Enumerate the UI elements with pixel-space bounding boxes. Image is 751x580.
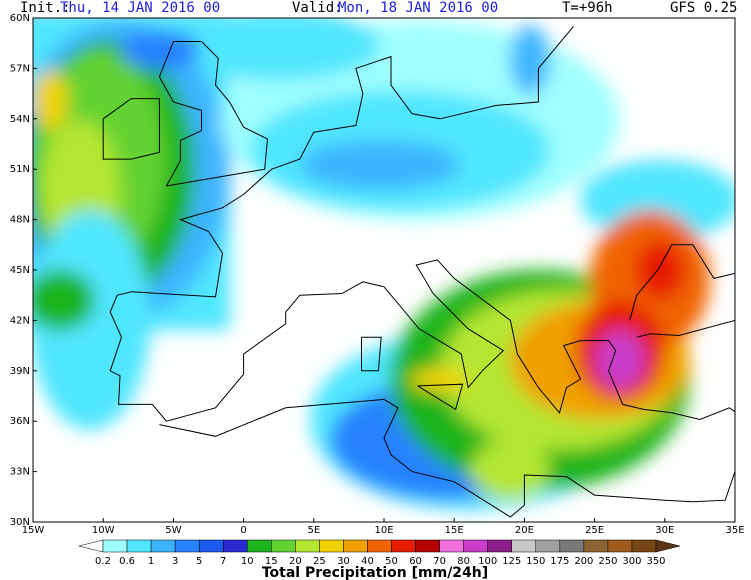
colorbar-label: 50: [385, 556, 398, 567]
colorbar-label: 7: [220, 556, 226, 567]
colorbar-box: [487, 539, 512, 553]
lat-label: 57N: [10, 63, 30, 74]
lat-label: 45N: [10, 265, 30, 276]
lon-label: 30E: [655, 525, 674, 536]
lon-label: 10W: [92, 525, 115, 536]
coastline: [102, 98, 160, 160]
lat-label: 54N: [10, 114, 30, 125]
coastline: [117, 26, 574, 298]
colorbar-label: 125: [502, 556, 521, 567]
colorbar-label: 25: [313, 556, 326, 567]
colorbar-label: 0.2: [95, 556, 111, 567]
colorbar-box: [150, 539, 176, 553]
colorbar-label: 250: [598, 556, 617, 567]
coastlines: [102, 26, 735, 518]
colorbar-label: 70: [433, 556, 446, 567]
colorbar-box: [559, 539, 585, 553]
colorbar-label: 60: [409, 556, 422, 567]
colorbar-box: [607, 539, 633, 553]
lon-label: 15W: [22, 525, 45, 536]
lon-label: 0: [240, 525, 246, 536]
lon-label: 15E: [445, 525, 464, 536]
field: [33, 18, 735, 522]
colorbar-box: [198, 539, 224, 553]
lat-label: 51N: [10, 164, 30, 175]
colorbar: 0.2 0.6 1 3 5 7 10 15 20 25 30 40 50 60 70 80 100 125 150 1…: [78, 539, 681, 567]
init-time: Thu, 14 JAN 2016 00: [60, 0, 220, 16]
lat-label: 36N: [10, 416, 30, 427]
colorbar-box: [247, 539, 272, 553]
colorbar-box: [631, 539, 657, 553]
colorbar-title: Total Precipitation [mm/24h]: [262, 565, 488, 580]
colorbar-label: 40: [361, 556, 374, 567]
lon-label: 5W: [165, 525, 181, 536]
coastline: [158, 41, 269, 187]
colorbar-label: 200: [574, 556, 593, 567]
colorbar-label: 80: [457, 556, 470, 567]
lat-label: 42N: [10, 315, 30, 326]
colorbar-box: [126, 539, 152, 553]
colorbar-box: [271, 539, 296, 553]
lat-label: 30N: [10, 517, 30, 528]
colorbar-box: [343, 539, 368, 553]
coastline: [636, 319, 735, 338]
colorbar-arrow: [78, 539, 104, 553]
colorbar-arrow: [655, 539, 681, 553]
colorbar-label: 15: [265, 556, 278, 567]
lat-label: 39N: [10, 366, 30, 377]
colorbar-box: [174, 539, 200, 553]
colorbar-box: [367, 539, 392, 553]
colorbar-label: 30: [337, 556, 350, 567]
model-name: GFS 0.25: [670, 0, 737, 16]
colorbar-label: 5: [196, 556, 202, 567]
colorbar-label: 3: [172, 556, 178, 567]
valid-label: Valid:: [292, 0, 343, 16]
coastline: [417, 383, 464, 411]
coastline: [361, 336, 382, 372]
colorbar-label: 10: [241, 556, 254, 567]
colorbar-label: 300: [622, 556, 641, 567]
lat-label: 48N: [10, 215, 30, 226]
colorbar-box: [295, 539, 320, 553]
colorbar-box: [391, 539, 416, 553]
lat-label: 60N: [10, 13, 30, 24]
colorbar-label: 1: [148, 556, 154, 567]
colorbar-label: 350: [646, 556, 665, 567]
colorbar-box: [439, 539, 464, 553]
lon-label: 25E: [585, 525, 604, 536]
colorbar-label: 150: [526, 556, 545, 567]
colorbar-box: [535, 539, 561, 553]
lon-label: 5E: [307, 525, 320, 536]
lon-label: 20E: [515, 525, 534, 536]
precip-field: [33, 18, 735, 510]
init-label: Init.:: [20, 0, 71, 16]
colorbar-box: [222, 539, 248, 553]
colorbar-label: 175: [550, 556, 569, 567]
coastline: [629, 244, 735, 321]
colorbar-box: [463, 539, 488, 553]
valid-time: Mon, 18 JAN 2016 00: [338, 0, 498, 16]
colorbar-box: [319, 539, 344, 553]
colorbar-box: [583, 539, 609, 553]
colorbar-box: [415, 539, 440, 553]
coastline: [109, 259, 735, 422]
colorbar-label: 100: [478, 556, 497, 567]
coastline: [159, 398, 735, 518]
colorbar-label: 20: [289, 556, 302, 567]
colorbar-box: [511, 539, 537, 553]
lon-label: 35E: [725, 525, 744, 536]
colorbar-box: [102, 539, 128, 553]
colorbar-label: 0.6: [119, 556, 135, 567]
lead-time: T=+96h: [562, 0, 613, 16]
lon-label: 10E: [374, 525, 393, 536]
lat-label: 33N: [10, 467, 30, 478]
